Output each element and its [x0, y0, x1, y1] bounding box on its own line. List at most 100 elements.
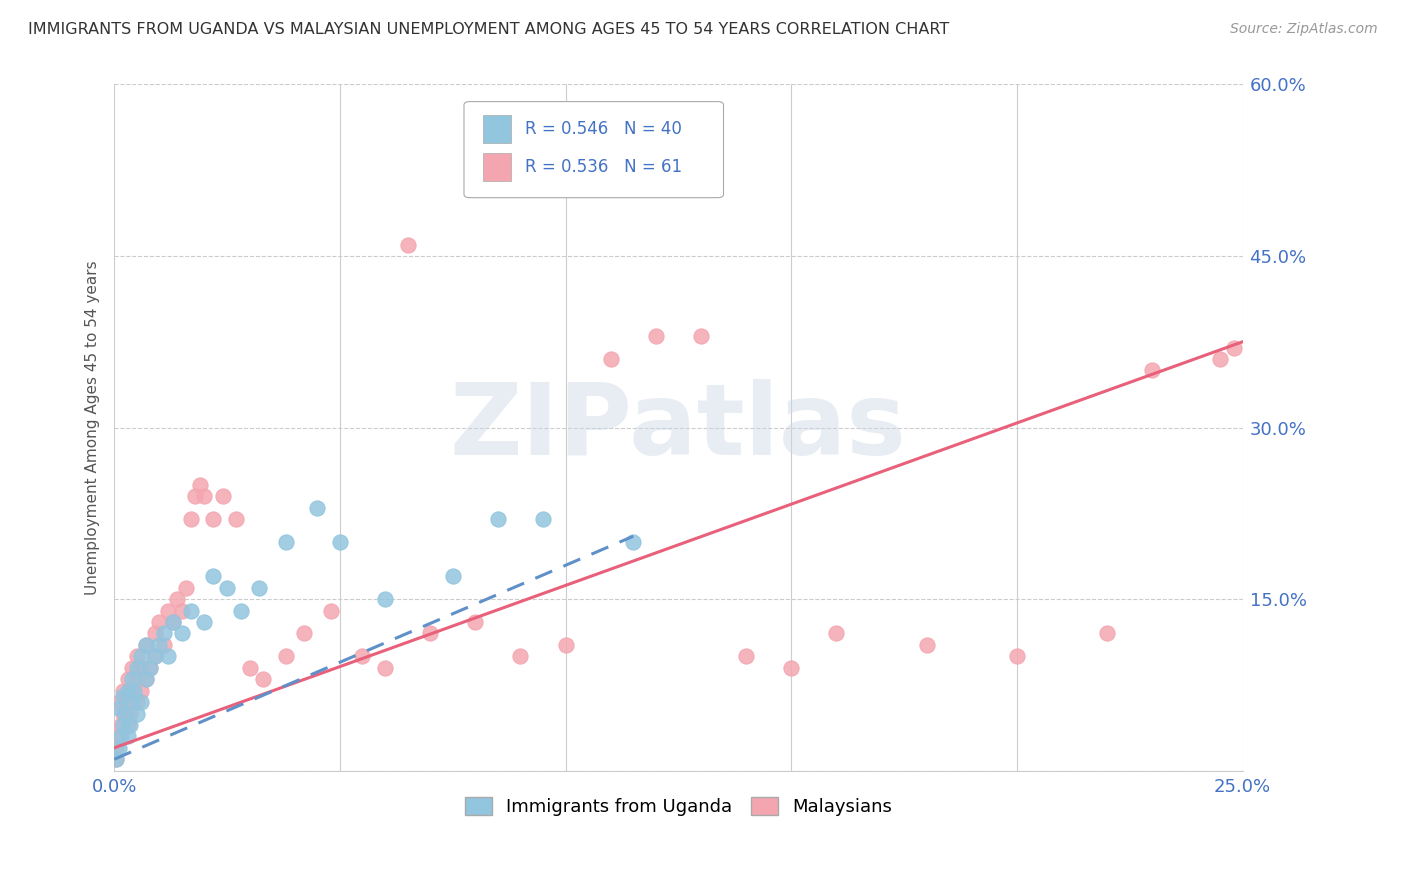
Point	[215, 581, 238, 595]
FancyBboxPatch shape	[484, 153, 512, 180]
Point	[274, 535, 297, 549]
Point	[129, 695, 152, 709]
Point	[125, 706, 148, 721]
Point	[153, 626, 176, 640]
Point	[112, 718, 135, 732]
Point	[118, 706, 141, 721]
Point	[644, 329, 666, 343]
Point	[374, 661, 396, 675]
Point	[162, 615, 184, 629]
Point	[1222, 341, 1244, 355]
Point	[486, 512, 509, 526]
Point	[139, 661, 162, 675]
Point	[125, 661, 148, 675]
Point	[121, 683, 143, 698]
Point	[193, 615, 215, 629]
Text: R = 0.536   N = 61: R = 0.536 N = 61	[524, 158, 682, 176]
Point	[239, 661, 262, 675]
Point	[135, 672, 157, 686]
Point	[148, 638, 170, 652]
Point	[531, 512, 554, 526]
Point	[193, 489, 215, 503]
Point	[157, 603, 180, 617]
Point	[464, 615, 486, 629]
Point	[117, 672, 139, 686]
Point	[107, 700, 129, 714]
Point	[125, 695, 148, 709]
Point	[129, 661, 152, 675]
Point	[143, 649, 166, 664]
Point	[118, 718, 141, 732]
Point	[396, 237, 419, 252]
Point	[292, 626, 315, 640]
Point	[180, 512, 202, 526]
Point	[148, 615, 170, 629]
Y-axis label: Unemployment Among Ages 45 to 54 years: Unemployment Among Ages 45 to 54 years	[86, 260, 100, 595]
Point	[1209, 351, 1232, 366]
Point	[780, 661, 803, 675]
Point	[184, 489, 207, 503]
Point	[352, 649, 374, 664]
Point	[211, 489, 233, 503]
Point	[129, 683, 152, 698]
Point	[107, 740, 129, 755]
Point	[162, 615, 184, 629]
Point	[143, 626, 166, 640]
Point	[319, 603, 342, 617]
Point	[274, 649, 297, 664]
Point	[170, 603, 193, 617]
Point	[621, 535, 644, 549]
Text: IMMIGRANTS FROM UGANDA VS MALAYSIAN UNEMPLOYMENT AMONG AGES 45 TO 54 YEARS CORRE: IMMIGRANTS FROM UGANDA VS MALAYSIAN UNEM…	[28, 22, 949, 37]
Point	[104, 752, 127, 766]
Point	[202, 512, 225, 526]
Point	[252, 672, 274, 686]
Point	[170, 626, 193, 640]
Point	[114, 706, 136, 721]
Point	[143, 649, 166, 664]
Point	[599, 351, 621, 366]
FancyBboxPatch shape	[484, 115, 512, 143]
Point	[121, 672, 143, 686]
Point	[112, 683, 135, 698]
Point	[129, 649, 152, 664]
Point	[117, 718, 139, 732]
Point	[735, 649, 758, 664]
Point	[114, 695, 136, 709]
Point	[110, 718, 132, 732]
Point	[121, 695, 143, 709]
Point	[509, 649, 531, 664]
Point	[202, 569, 225, 583]
Point	[107, 695, 129, 709]
Point	[441, 569, 464, 583]
Point	[1005, 649, 1028, 664]
Point	[153, 638, 176, 652]
Point	[825, 626, 848, 640]
Point	[225, 512, 247, 526]
Text: Source: ZipAtlas.com: Source: ZipAtlas.com	[1230, 22, 1378, 37]
Point	[125, 649, 148, 664]
Point	[180, 603, 202, 617]
Point	[105, 752, 128, 766]
Point	[915, 638, 938, 652]
Point	[690, 329, 713, 343]
Text: ZIPatlas: ZIPatlas	[450, 379, 907, 476]
Text: R = 0.546   N = 40: R = 0.546 N = 40	[524, 120, 682, 138]
Point	[124, 683, 146, 698]
Point	[112, 706, 135, 721]
Point	[107, 730, 129, 744]
Legend: Immigrants from Uganda, Malaysians: Immigrants from Uganda, Malaysians	[457, 789, 900, 823]
Point	[166, 592, 188, 607]
Point	[135, 638, 157, 652]
Point	[554, 638, 576, 652]
Point	[247, 581, 270, 595]
Point	[1142, 363, 1164, 377]
Point	[1095, 626, 1118, 640]
Point	[125, 672, 148, 686]
Point	[117, 683, 139, 698]
Point	[157, 649, 180, 664]
Point	[105, 740, 128, 755]
Point	[307, 500, 329, 515]
Point	[419, 626, 441, 640]
Point	[329, 535, 352, 549]
Point	[176, 581, 198, 595]
